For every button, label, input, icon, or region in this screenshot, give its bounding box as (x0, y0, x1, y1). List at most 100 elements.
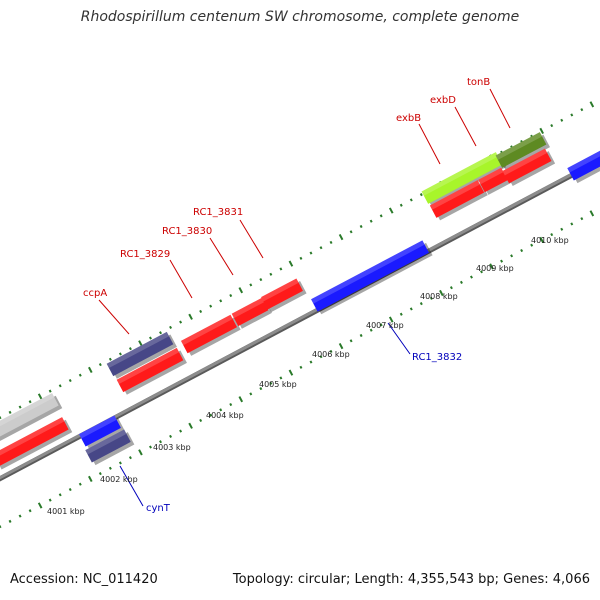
RC1_3832-feature-highlight (311, 240, 425, 304)
reverse-tick (539, 236, 544, 244)
reverse-tick (379, 323, 383, 327)
reverse-tick (399, 312, 403, 316)
reverse-tick (439, 289, 444, 297)
forward-tick (238, 287, 244, 294)
exbD-feature (478, 167, 512, 195)
forward-tick (18, 405, 22, 409)
reverse-tick (279, 376, 283, 380)
RC1_3829-feature (180, 314, 241, 356)
forward-tick (28, 400, 32, 404)
forward-tick (219, 299, 223, 303)
tonB-lower-feature-highlight (502, 148, 548, 176)
forward-tick (359, 224, 363, 229)
kbp-scale-labels: 4001 kbp 4002 kbp 4003 kbp 4004 kbp 4005 kbp… (47, 236, 569, 516)
forward-tick (58, 384, 62, 388)
reverse-tick (269, 381, 273, 385)
ccpA-adjacent-feature-body (116, 347, 184, 393)
exbB-feature (421, 152, 507, 207)
reverse-tick (18, 514, 22, 518)
reverse-tick (369, 328, 373, 332)
forward-tick (539, 127, 544, 135)
forward-tick (159, 331, 162, 335)
RC1_3832-feature-body (311, 240, 429, 312)
reverse-tick (560, 227, 564, 231)
RC1_3832-feature (311, 240, 433, 315)
forward-tick (249, 283, 253, 287)
gene-label-RC1_3829: RC1_3829 (120, 249, 170, 260)
reverse-tick (419, 302, 423, 306)
reverse-tick (449, 286, 453, 290)
exbB-lower-feature-body (429, 180, 485, 218)
forward-tick (37, 393, 43, 400)
forward-tick (338, 233, 344, 241)
forward-tick (188, 313, 193, 320)
reverse-tick (530, 243, 534, 247)
forward-tick (0, 416, 2, 420)
leader-RC1_3830 (209, 237, 234, 276)
reverse-tick (249, 392, 253, 396)
forward-strand-ticks (0, 101, 595, 420)
gene-label-RC1_3831: RC1_3831 (193, 207, 243, 218)
cynT-upper-feature-highlight (79, 415, 117, 439)
reverse-tick (149, 445, 152, 449)
leader-RC1_3829 (169, 259, 193, 299)
ccpA-feature (106, 331, 177, 379)
scale-label-4006: 4006 kbp (312, 350, 350, 359)
left-grey-feature-highlight (0, 393, 55, 435)
gene-label-cynT: cynT (146, 503, 171, 514)
gene-label-exbB: exbB (396, 113, 421, 124)
forward-tick (288, 260, 294, 267)
scale-label-4005: 4005 kbp (259, 380, 297, 389)
reverse-tick (409, 307, 413, 311)
cynT-feature-body (85, 429, 131, 463)
RC1_3829-feature-highlight (180, 314, 233, 346)
left-red-feature (0, 417, 73, 470)
reverse-tick (138, 449, 143, 456)
forward-tick (319, 246, 323, 250)
gene-label-tonB: tonB (467, 77, 490, 88)
gene-label-exbD: exbD (430, 95, 456, 106)
left-grey-feature-body (0, 393, 59, 443)
forward-tick (138, 340, 143, 347)
reverse-tick (78, 482, 82, 486)
genome-stats-text: Topology: circular; Length: 4,355,543 bp… (232, 572, 590, 587)
RC1_3829-feature-body (180, 314, 238, 354)
leader-ccpA (98, 299, 130, 335)
forward-tick (580, 108, 584, 112)
gene-labels: ccpA RC1_3829 RC1_3830 RC1_3831 exbB exbD tonB… (83, 77, 490, 514)
reverse-tick (388, 316, 394, 323)
left-red-feature-body (0, 417, 69, 467)
reverse-tick (179, 429, 183, 433)
reverse-tick (169, 434, 173, 438)
reverse-tick (128, 456, 132, 460)
forward-tick (149, 336, 152, 340)
RC1_3831-feature (261, 278, 307, 313)
scale-label-4001: 4001 kbp (47, 507, 85, 516)
gene-features (0, 132, 600, 470)
reverse-tick (480, 270, 483, 274)
cynT-upper-feature (79, 415, 125, 450)
scale-label-4007: 4007 kbp (366, 321, 404, 330)
forward-tick (78, 373, 82, 377)
forward-tick (98, 363, 102, 367)
scale-label-4004: 4004 kbp (206, 411, 244, 420)
exbB-feature-body (421, 152, 503, 204)
reverse-tick (118, 461, 122, 465)
forward-tick (88, 366, 93, 374)
left-grey-feature (0, 393, 63, 446)
forward-tick (309, 251, 313, 255)
forward-tick (259, 278, 263, 282)
reverse-tick (589, 210, 595, 217)
reverse-tick (429, 296, 433, 300)
forward-tick (560, 118, 564, 122)
ccpA-adjacent-feature (116, 347, 187, 395)
reverse-tick (470, 275, 473, 279)
forward-tick (379, 214, 383, 218)
forward-tick (108, 357, 112, 361)
exbB-feature-highlight (421, 152, 499, 196)
tonB-feature (495, 132, 551, 171)
reverse-tick (37, 502, 43, 509)
reverse-tick (28, 509, 32, 513)
reverse-tick (68, 487, 72, 492)
